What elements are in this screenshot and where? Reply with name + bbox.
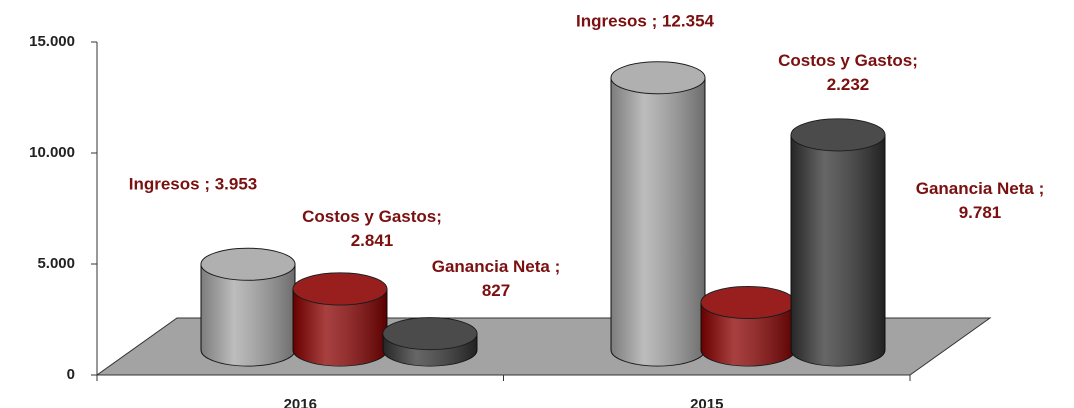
cylinder-top-shade	[791, 118, 885, 151]
data-label-line: 2.841	[351, 231, 394, 250]
x-tick-label: 2016	[284, 396, 317, 408]
x-tick-label: 2015	[690, 396, 723, 408]
cylinder-shade	[201, 264, 295, 366]
cylinder-top-shade	[611, 61, 705, 94]
cylinder-top	[382, 317, 478, 351]
cylinder-top	[610, 61, 706, 95]
data-label: Ingresos ; 12.354	[576, 11, 715, 30]
cylinder-top-shade	[701, 286, 795, 319]
y-tick-label: 10.000	[29, 144, 75, 161]
cylinder-top	[292, 272, 388, 306]
data-label-line: 827	[482, 281, 510, 300]
data-label-line: Ganancia Neta ;	[432, 257, 561, 276]
cylinder-top	[200, 247, 296, 281]
cylinder-top-shade	[201, 248, 295, 281]
data-label-line: Costos y Gastos;	[302, 207, 442, 226]
data-label: Ganancia Neta ; 827	[432, 257, 561, 300]
data-label: Ganancia Neta ; 9.781	[916, 179, 1045, 222]
data-label-line: Costos y Gastos;	[778, 51, 918, 70]
data-label: Costos y Gastos; 2.841	[302, 207, 442, 250]
data-label-line: Ganancia Neta ;	[916, 179, 1045, 198]
cylinder-top-shade	[293, 272, 387, 305]
cylinder-shade	[611, 77, 705, 366]
cylinder-top	[790, 118, 886, 152]
cylinder-top-shade	[383, 317, 477, 350]
data-label-line: 9.781	[959, 203, 1002, 222]
y-tick-label: 0	[67, 366, 75, 383]
cylinder-shade	[701, 302, 795, 366]
data-label: Costos y Gastos; 2.232	[778, 51, 918, 94]
cylinder-shade	[293, 288, 387, 366]
data-label-line: 2.232	[827, 75, 870, 94]
data-label: Ingresos ; 3.953	[129, 174, 258, 193]
cylinder-shade	[791, 134, 885, 366]
y-tick-label: 15.000	[29, 33, 75, 50]
y-tick-label: 5.000	[37, 255, 75, 272]
